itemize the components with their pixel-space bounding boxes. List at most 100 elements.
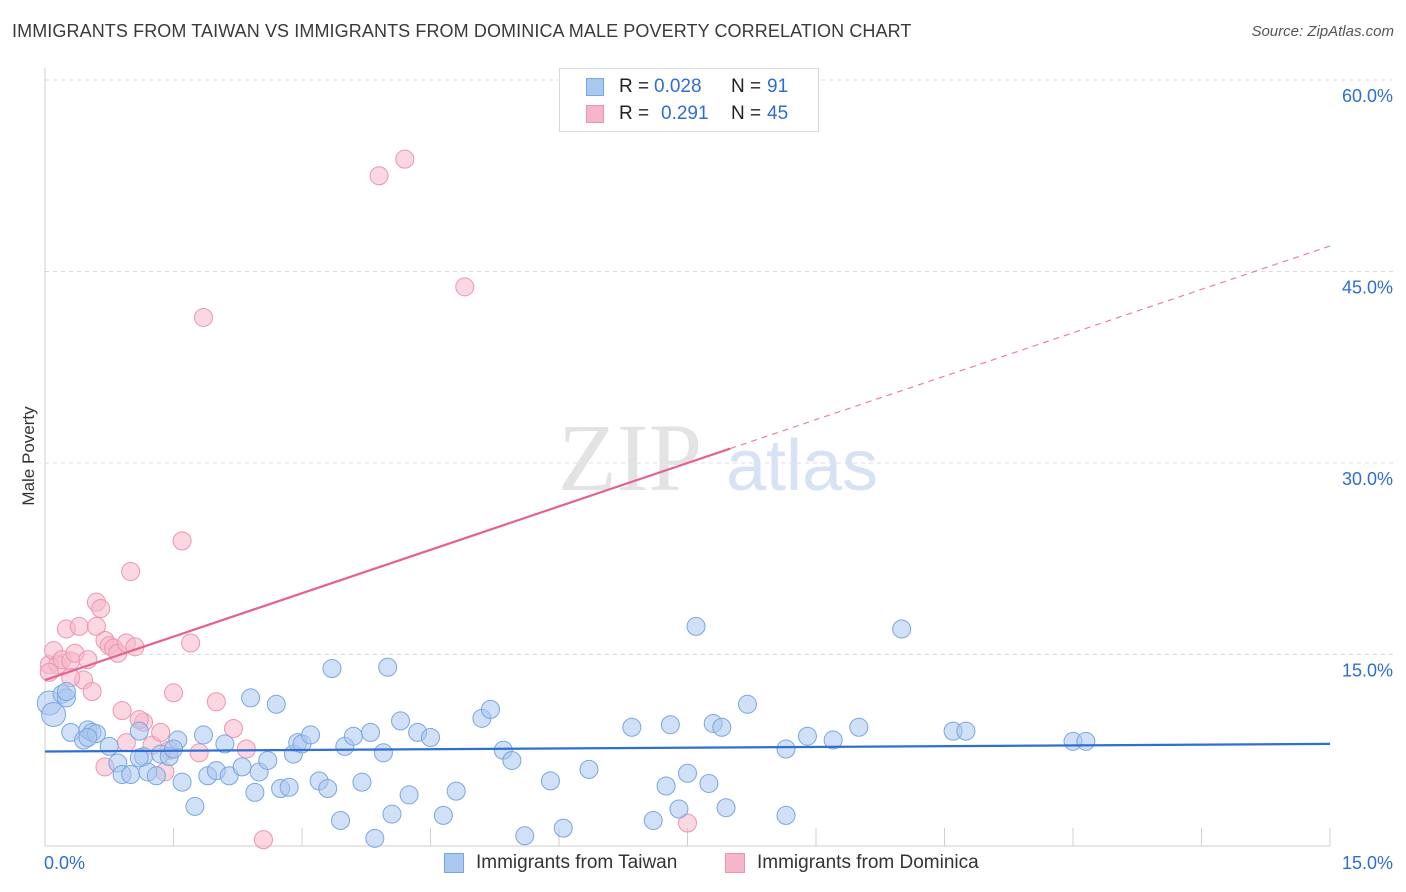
taiwan-point: [669, 799, 689, 819]
taiwan-points: [36, 616, 1096, 848]
taiwan-n-value: 91: [767, 76, 789, 97]
taiwan-point: [41, 702, 67, 728]
taiwan-point: [399, 785, 419, 805]
x-tick-label: 0.0%: [44, 853, 85, 873]
y-tick-label: 60.0%: [1342, 86, 1393, 106]
taiwan-point: [232, 757, 252, 777]
dominica-point: [86, 616, 106, 636]
y-tick-label: 45.0%: [1342, 278, 1393, 298]
dominica-point: [193, 307, 213, 327]
taiwan-point: [391, 711, 411, 731]
dominica-swatch: [586, 105, 604, 123]
taiwan-point: [279, 777, 299, 797]
taiwan-legend-label: Immigrants from Taiwan: [476, 852, 678, 873]
dominica-point: [253, 830, 273, 850]
taiwan-point: [382, 804, 402, 824]
n-label: N =: [731, 76, 762, 97]
taiwan-point: [699, 773, 719, 793]
taiwan-point: [622, 717, 642, 737]
taiwan-point: [956, 721, 976, 741]
n-label: N =: [731, 103, 762, 124]
taiwan-point: [164, 739, 183, 759]
dominica-point: [121, 562, 141, 582]
source-label: Source: ZipAtlas.com: [1251, 23, 1394, 40]
taiwan-point: [678, 763, 697, 783]
taiwan-point: [146, 766, 166, 786]
gridlines: [45, 79, 1395, 655]
taiwan-point: [258, 750, 278, 770]
dominica-point: [112, 701, 132, 721]
taiwan-point: [121, 765, 141, 785]
taiwan-point: [245, 782, 265, 802]
taiwan-point: [553, 818, 573, 838]
dominica-point: [206, 692, 226, 712]
dominica-legend-label: Immigrants from Dominica: [757, 852, 979, 873]
dominica-point: [91, 599, 111, 619]
watermark: ZIP atlas: [558, 404, 878, 511]
taiwan-point: [78, 727, 98, 747]
taiwan-point: [797, 726, 817, 746]
y-axis-label: Male Poverty: [19, 406, 38, 506]
trend-lines: [44, 245, 1331, 753]
r-label: R =: [619, 76, 650, 97]
taiwan-point: [776, 805, 796, 825]
y-tick-label: 30.0%: [1342, 469, 1393, 489]
taiwan-point: [301, 725, 321, 745]
taiwan-r-value: 0.028: [654, 76, 702, 97]
taiwan-point: [716, 798, 736, 818]
dominica-point: [82, 682, 102, 702]
taiwan-point: [318, 779, 338, 799]
taiwan-point: [365, 828, 385, 848]
taiwan-point: [241, 688, 261, 708]
dominica-n-value: 45: [767, 103, 789, 124]
taiwan-point: [849, 717, 869, 737]
taiwan-point: [686, 616, 706, 636]
dominica-point: [69, 616, 89, 636]
dominica-point: [164, 683, 183, 703]
taiwan-point: [502, 750, 522, 770]
taiwan-point: [172, 772, 192, 792]
taiwan-point: [352, 772, 372, 792]
taiwan-point: [712, 717, 732, 737]
taiwan-trend-line: [44, 742, 1331, 753]
taiwan-point: [331, 810, 351, 830]
taiwan-point: [193, 725, 213, 745]
taiwan-point: [378, 657, 398, 677]
taiwan-point: [823, 730, 843, 750]
dominica-point: [189, 743, 209, 763]
dominica-trend-extension: [730, 245, 1331, 450]
taiwan-point: [643, 810, 663, 830]
watermark-atlas: atlas: [726, 426, 878, 506]
watermark-zip: ZIP: [558, 404, 702, 511]
taiwan-swatch: [586, 78, 604, 96]
taiwan-point: [361, 722, 381, 742]
taiwan-point: [99, 736, 119, 756]
taiwan-point: [1076, 731, 1096, 751]
taiwan-point: [540, 771, 560, 791]
taiwan-point: [215, 734, 235, 754]
taiwan-point: [343, 726, 363, 746]
taiwan-point: [892, 619, 912, 639]
y-tick-label: 15.0%: [1342, 661, 1393, 681]
taiwan-point: [266, 694, 286, 714]
taiwan-point: [185, 796, 205, 816]
taiwan-legend-swatch: [444, 853, 464, 873]
taiwan-point: [421, 727, 440, 747]
dominica-point: [678, 813, 697, 833]
taiwan-point: [129, 748, 149, 768]
dominica-point: [181, 633, 201, 653]
taiwan-point: [579, 759, 599, 779]
taiwan-point: [660, 715, 680, 735]
dominica-trend-line: [44, 447, 731, 682]
taiwan-point: [322, 659, 342, 679]
taiwan-point: [737, 694, 757, 714]
taiwan-point: [433, 805, 453, 825]
taiwan-point: [656, 776, 676, 796]
x-tick-label: 15.0%: [1342, 853, 1393, 873]
correlation-legend: R = 0.028 N = 91 R = 0.291 N = 45: [559, 68, 819, 132]
dominica-point: [223, 719, 243, 739]
taiwan-point: [56, 682, 76, 702]
taiwan-point: [515, 826, 535, 846]
taiwan-point: [129, 721, 149, 741]
